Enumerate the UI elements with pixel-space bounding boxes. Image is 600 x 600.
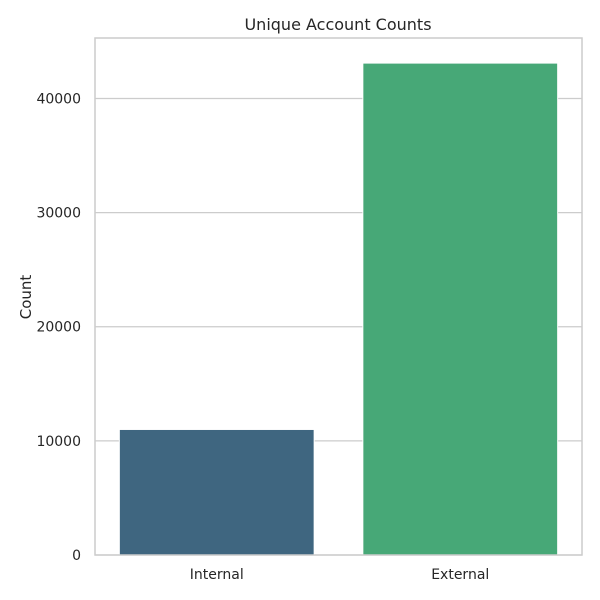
y-tick-label: 0 (72, 548, 81, 564)
y-axis-label: Count (17, 275, 35, 320)
y-tick-label: 30000 (36, 206, 81, 222)
bars (118, 62, 559, 556)
y-tick-label: 10000 (36, 434, 81, 450)
y-tick-label: 20000 (36, 320, 81, 336)
x-tick-label: External (431, 567, 489, 583)
x-tick-label: Internal (190, 567, 244, 583)
plot-frame (94, 37, 583, 556)
bar-external (362, 62, 559, 556)
y-tick-labels: 0 10000 20000 30000 40000 (36, 91, 81, 564)
x-tick-labels: Internal External (190, 567, 490, 583)
y-tick-label: 40000 (36, 91, 81, 107)
bar-internal (118, 428, 315, 556)
chart-title: Unique Account Counts (244, 15, 431, 34)
